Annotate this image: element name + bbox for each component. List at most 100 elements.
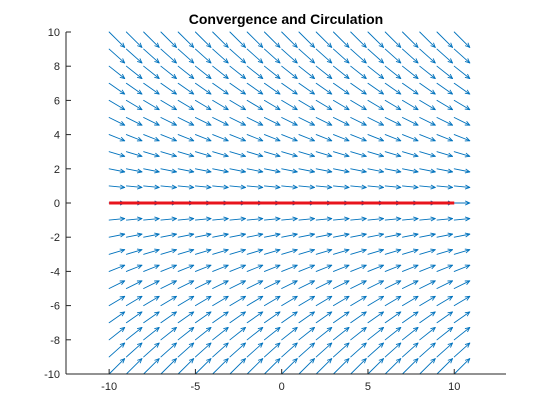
field-arrow: [350, 82, 367, 95]
field-arrow: [315, 168, 333, 174]
field-arrow: [246, 99, 264, 111]
field-arrow: [419, 31, 436, 48]
field-arrow: [160, 311, 177, 324]
field-arrow: [212, 168, 229, 174]
field-arrow: [333, 295, 350, 307]
field-arrow: [367, 327, 384, 341]
field-arrow: [246, 65, 264, 79]
field-arrow: [315, 232, 333, 238]
field-arrow: [315, 280, 333, 289]
field-arrow: [384, 151, 402, 158]
field-arrow: [246, 295, 264, 307]
field-arrow: [246, 280, 264, 289]
field-arrow: [367, 295, 384, 307]
field-arrow: [436, 342, 453, 358]
field-arrow: [229, 358, 246, 375]
field-arrow: [212, 358, 229, 375]
field-arrow: [453, 184, 471, 190]
field-arrow: [263, 342, 281, 358]
field-arrow: [160, 264, 177, 272]
field-arrow: [229, 327, 246, 341]
vector-field: [108, 31, 471, 375]
field-arrow: [298, 99, 315, 111]
x-tick-label: 10: [448, 381, 460, 393]
field-arrow: [194, 295, 212, 307]
field-arrow: [333, 99, 350, 111]
field-arrow: [453, 134, 471, 142]
field-arrow: [143, 248, 160, 255]
field-arrow: [453, 342, 471, 358]
field-arrow: [194, 264, 212, 272]
field-arrow: [453, 295, 471, 307]
field-arrow: [108, 216, 126, 222]
field-arrow: [436, 134, 453, 142]
field-arrow: [402, 216, 419, 222]
field-arrow: [315, 65, 333, 79]
field-arrow: [333, 168, 350, 174]
field-arrow: [436, 82, 453, 95]
field-arrow: [143, 358, 160, 375]
field-arrow: [229, 295, 246, 307]
field-arrow: [108, 184, 126, 190]
y-tick-label: 6: [54, 95, 60, 107]
field-arrow: [125, 65, 143, 79]
field-arrow: [125, 216, 143, 222]
field-arrow: [212, 117, 229, 126]
field-arrow: [350, 151, 367, 158]
x-tick-label: -5: [191, 381, 201, 393]
field-arrow: [229, 232, 246, 238]
field-arrow: [108, 342, 126, 358]
field-arrow: [125, 48, 143, 64]
y-tick-label: -10: [44, 369, 60, 381]
field-arrow: [350, 31, 367, 48]
field-arrow: [229, 65, 246, 79]
field-arrow: [384, 31, 402, 48]
field-arrow: [384, 295, 402, 307]
field-arrow: [212, 48, 229, 64]
field-arrow: [298, 342, 315, 358]
field-arrow: [143, 216, 160, 222]
field-arrow: [350, 216, 367, 222]
field-arrow: [298, 168, 315, 174]
field-arrow: [298, 295, 315, 307]
field-arrow: [350, 184, 367, 190]
field-arrow: [384, 65, 402, 79]
field-arrow: [229, 311, 246, 324]
field-arrow: [384, 117, 402, 126]
field-arrow: [281, 342, 298, 358]
field-arrow: [298, 216, 315, 222]
field-arrow: [143, 264, 160, 272]
y-tick-label: -4: [50, 266, 60, 278]
field-arrow: [298, 280, 315, 289]
y-tick-label: 8: [54, 61, 60, 73]
field-arrow: [436, 216, 453, 222]
field-arrow: [263, 134, 281, 142]
field-arrow: [281, 232, 298, 238]
field-arrow: [298, 248, 315, 255]
field-arrow: [453, 358, 471, 375]
field-arrow: [333, 117, 350, 126]
field-arrow: [263, 117, 281, 126]
field-arrow: [419, 327, 436, 341]
field-arrow: [436, 248, 453, 255]
field-arrow: [402, 280, 419, 289]
field-arrow: [281, 31, 298, 48]
field-arrow: [402, 311, 419, 324]
field-arrow: [160, 99, 177, 111]
field-arrow: [402, 327, 419, 341]
field-arrow: [453, 99, 471, 111]
field-arrow: [419, 295, 436, 307]
field-arrow: [125, 99, 143, 111]
field-arrow: [108, 327, 126, 341]
field-arrow: [453, 151, 471, 158]
field-arrow: [298, 117, 315, 126]
field-arrow: [212, 342, 229, 358]
y-tick-label: 10: [48, 27, 60, 39]
field-arrow: [108, 280, 126, 289]
field-arrow: [212, 65, 229, 79]
field-arrow: [160, 31, 177, 48]
field-arrow: [350, 99, 367, 111]
field-arrow: [246, 248, 264, 255]
field-arrow: [177, 327, 195, 341]
field-arrow: [402, 232, 419, 238]
